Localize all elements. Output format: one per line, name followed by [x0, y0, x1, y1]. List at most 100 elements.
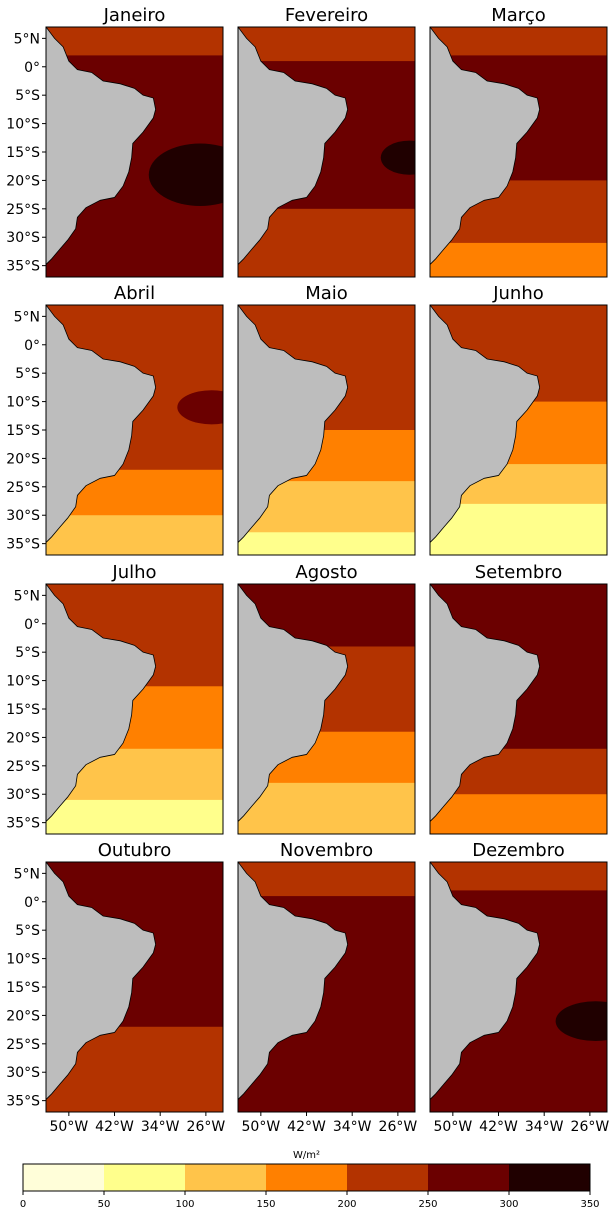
- y-tick-label: 25°S: [6, 480, 40, 496]
- y-tick-label: 15°S: [6, 702, 40, 718]
- y-tick-label: 5°S: [15, 366, 40, 382]
- land: [430, 27, 541, 266]
- panel-title: Dezembro: [472, 840, 564, 861]
- y-tick-label: 30°S: [6, 508, 40, 524]
- panel-title: Julho: [111, 562, 156, 583]
- y-tick-label: 25°S: [6, 759, 40, 775]
- colorbar-bin: [509, 1164, 590, 1191]
- x-tick-label: 50°W: [242, 1119, 281, 1135]
- land: [430, 305, 541, 544]
- y-tick-label: 10°S: [6, 952, 40, 968]
- y-tick-label: 35°S: [6, 1094, 40, 1110]
- colorbar-bin: [428, 1164, 509, 1191]
- y-tick-label: 20°S: [6, 451, 40, 467]
- colorbar-tick-label: 100: [175, 1199, 194, 1210]
- panel-title: Agosto: [295, 562, 357, 583]
- map-panel: [46, 27, 223, 277]
- y-tick-label: 0°: [24, 338, 40, 354]
- y-tick-label: 35°S: [6, 537, 40, 553]
- y-tick-label: 20°S: [6, 1008, 40, 1024]
- field-blob: [177, 390, 223, 425]
- y-tick-label: 10°S: [6, 395, 40, 411]
- colorbar-bin: [266, 1164, 347, 1191]
- map-panel: [238, 584, 415, 834]
- y-tick-label: 30°S: [6, 1065, 40, 1081]
- x-tick-label: 34°W: [525, 1119, 564, 1135]
- x-tick-label: 50°W: [434, 1119, 473, 1135]
- x-tick-label: 42°W: [95, 1119, 134, 1135]
- colorbar-bin: [23, 1164, 104, 1191]
- field-band: [430, 27, 607, 56]
- field-blob: [380, 140, 415, 175]
- map-panel: [238, 27, 415, 277]
- y-tick-label: 35°S: [6, 816, 40, 832]
- y-tick-label: 0°: [24, 895, 40, 911]
- y-tick-label: 5°S: [15, 88, 40, 104]
- land: [46, 305, 157, 544]
- panel-frame: [237, 861, 416, 1113]
- map-panel: [46, 305, 223, 555]
- colorbar-bin: [185, 1164, 266, 1191]
- y-tick-label: 0°: [24, 60, 40, 76]
- colorbar-tick-label: 200: [337, 1199, 356, 1210]
- x-tick-label: 42°W: [287, 1119, 326, 1135]
- map-panel: [46, 862, 223, 1112]
- panel-title: Outubro: [98, 840, 172, 861]
- y-tick-label: 30°S: [6, 230, 40, 246]
- field-band: [46, 515, 223, 555]
- land: [238, 862, 349, 1101]
- y-tick-label: 15°S: [6, 980, 40, 996]
- field-band: [430, 503, 607, 555]
- land: [238, 305, 349, 544]
- y-tick-label: 15°S: [6, 145, 40, 161]
- field-band: [238, 862, 415, 897]
- land: [46, 27, 157, 266]
- y-tick-label: 30°S: [6, 787, 40, 803]
- x-tick-label: 34°W: [333, 1119, 372, 1135]
- field-band: [430, 242, 607, 277]
- x-tick-label: 26°W: [571, 1119, 610, 1135]
- panel-frame: [429, 583, 608, 835]
- y-tick-label: 25°S: [6, 202, 40, 218]
- colorbar-tick-label: 250: [418, 1199, 437, 1210]
- panel-frame: [237, 26, 416, 278]
- colorbar-label: W/m²: [293, 1150, 320, 1161]
- panel-title: Setembro: [475, 562, 563, 583]
- field-blob: [555, 1001, 607, 1041]
- land: [238, 584, 349, 823]
- land: [46, 862, 157, 1101]
- y-tick-label: 0°: [24, 617, 40, 633]
- panel-title: Abril: [114, 283, 155, 304]
- y-tick-label: 5°S: [15, 923, 40, 939]
- map-panel: [430, 584, 607, 834]
- x-tick-label: 26°W: [379, 1119, 418, 1135]
- y-tick-label: 5°N: [14, 866, 40, 882]
- y-tick-label: 20°S: [6, 173, 40, 189]
- field-band: [46, 799, 223, 834]
- field-band: [238, 532, 415, 555]
- y-tick-label: 35°S: [6, 259, 40, 275]
- panel-title: Maio: [305, 283, 348, 304]
- y-tick-label: 15°S: [6, 423, 40, 439]
- map-panel: [238, 305, 415, 555]
- colorbar-frame: [22, 1163, 591, 1192]
- y-tick-label: 5°N: [14, 31, 40, 47]
- y-tick-label: 25°S: [6, 1037, 40, 1053]
- y-tick-label: 20°S: [6, 730, 40, 746]
- panel-frame: [429, 304, 608, 556]
- colorbar-tick-label: 50: [98, 1199, 111, 1210]
- land: [46, 584, 157, 823]
- panel-frame: [429, 26, 608, 278]
- panel-title: Junho: [492, 283, 544, 304]
- field-blob: [148, 143, 223, 206]
- map-panel: [46, 584, 223, 834]
- field-band: [238, 782, 415, 834]
- panel-title: Fevereiro: [285, 5, 368, 26]
- x-tick-label: 42°W: [479, 1119, 518, 1135]
- land: [430, 584, 541, 823]
- colorbar-tick-label: 0: [20, 1199, 26, 1210]
- field-band: [46, 27, 223, 56]
- field-band: [430, 794, 607, 834]
- panel-frame: [237, 304, 416, 556]
